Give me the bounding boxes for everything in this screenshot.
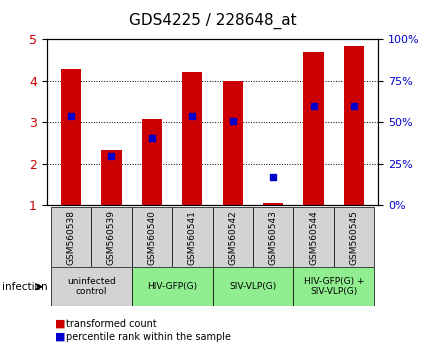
Text: GSM560542: GSM560542: [228, 210, 237, 264]
Text: uninfected
control: uninfected control: [67, 277, 116, 296]
Text: SIV-VLP(G): SIV-VLP(G): [230, 282, 277, 291]
Bar: [253, 207, 293, 267]
Text: ■: ■: [55, 332, 66, 342]
Bar: [293, 267, 374, 306]
Bar: [223, 81, 243, 205]
Bar: [303, 52, 324, 205]
Bar: [91, 207, 132, 267]
Bar: [212, 207, 253, 267]
Bar: [344, 46, 364, 205]
Text: GSM560538: GSM560538: [66, 210, 76, 265]
Text: GSM560543: GSM560543: [269, 210, 278, 265]
Bar: [101, 150, 122, 205]
Bar: [182, 72, 202, 205]
Text: percentile rank within the sample: percentile rank within the sample: [66, 332, 231, 342]
Bar: [212, 267, 293, 306]
Bar: [132, 267, 212, 306]
Bar: [263, 203, 283, 205]
Text: infection: infection: [2, 282, 48, 292]
Text: GSM560539: GSM560539: [107, 210, 116, 265]
Bar: [132, 207, 172, 267]
Text: GSM560544: GSM560544: [309, 210, 318, 264]
Text: GSM560541: GSM560541: [188, 210, 197, 265]
Text: HIV-GFP(G) +
SIV-VLP(G): HIV-GFP(G) + SIV-VLP(G): [303, 277, 364, 296]
Bar: [172, 207, 212, 267]
Text: transformed count: transformed count: [66, 319, 157, 329]
Text: HIV-GFP(G): HIV-GFP(G): [147, 282, 197, 291]
Text: ■: ■: [55, 319, 66, 329]
Text: GSM560545: GSM560545: [349, 210, 359, 265]
Bar: [51, 207, 91, 267]
Bar: [51, 267, 132, 306]
Bar: [142, 119, 162, 205]
Bar: [61, 69, 81, 205]
Bar: [293, 207, 334, 267]
Bar: [334, 207, 374, 267]
Text: GDS4225 / 228648_at: GDS4225 / 228648_at: [129, 12, 296, 29]
Text: GSM560540: GSM560540: [147, 210, 156, 265]
